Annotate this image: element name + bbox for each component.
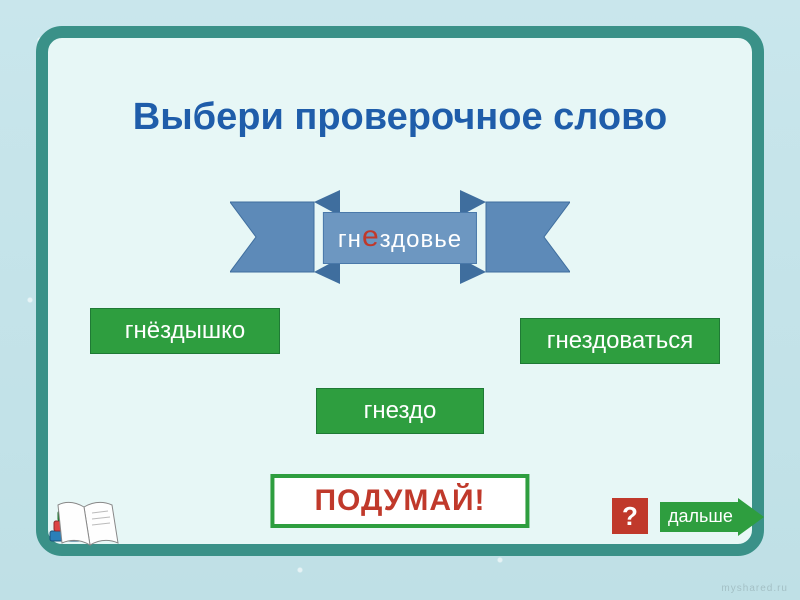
watermark: myshared.ru (721, 583, 788, 594)
word-prefix: гн (338, 226, 362, 253)
next-label: дальше (668, 506, 733, 527)
help-button[interactable]: ? (612, 498, 648, 534)
next-button[interactable]: дальше (660, 498, 764, 536)
option-button-1[interactable]: гнездоваться (520, 318, 720, 364)
slide-background: Выбери проверочное слово гнездовье ПОДУМ… (0, 0, 800, 600)
option-button-2[interactable]: гнездо (316, 388, 484, 434)
word-suffix: здовье (380, 226, 462, 253)
question-banner: гнездовье (230, 190, 570, 284)
option-button-0[interactable]: гнёздышко (90, 308, 280, 354)
books-icon (48, 499, 126, 562)
content-panel: Выбери проверочное слово гнездовье ПОДУМ… (36, 26, 764, 556)
feedback-label: ПОДУМАЙ! (270, 474, 529, 528)
question-word: гнездовье (323, 212, 477, 264)
page-title: Выбери проверочное слово (48, 96, 752, 139)
word-answer-letter: е (362, 220, 380, 253)
